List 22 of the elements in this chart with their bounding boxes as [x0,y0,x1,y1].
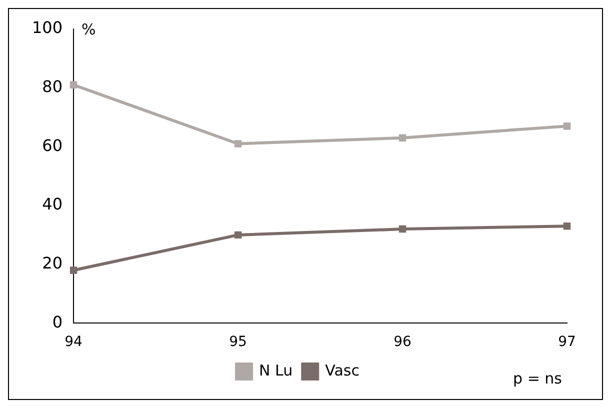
point [70,266,78,274]
point [234,231,242,239]
point [398,134,406,142]
y-tick-label: 80 [42,76,63,96]
y-tick-label: 40 [42,194,63,214]
x-tick-label: 96 [394,334,412,350]
x-tick-label: 94 [64,334,83,350]
y-tick-label: 20 [42,254,63,273]
text: p = ns [513,369,562,388]
y-tick-label: 100 [32,18,63,38]
x-tick-label: 95 [229,334,247,350]
y-axis-title: % [82,20,96,38]
x-tick-label: 97 [558,334,576,350]
point [563,122,571,130]
legend-label: Vasc [325,361,360,380]
point [234,140,242,148]
y-tick-label: 0 [52,312,63,332]
y-tick-label: 60 [42,136,63,155]
point [398,225,406,233]
legend-label: N Lu [259,361,293,380]
point [70,81,78,89]
point [563,222,571,230]
